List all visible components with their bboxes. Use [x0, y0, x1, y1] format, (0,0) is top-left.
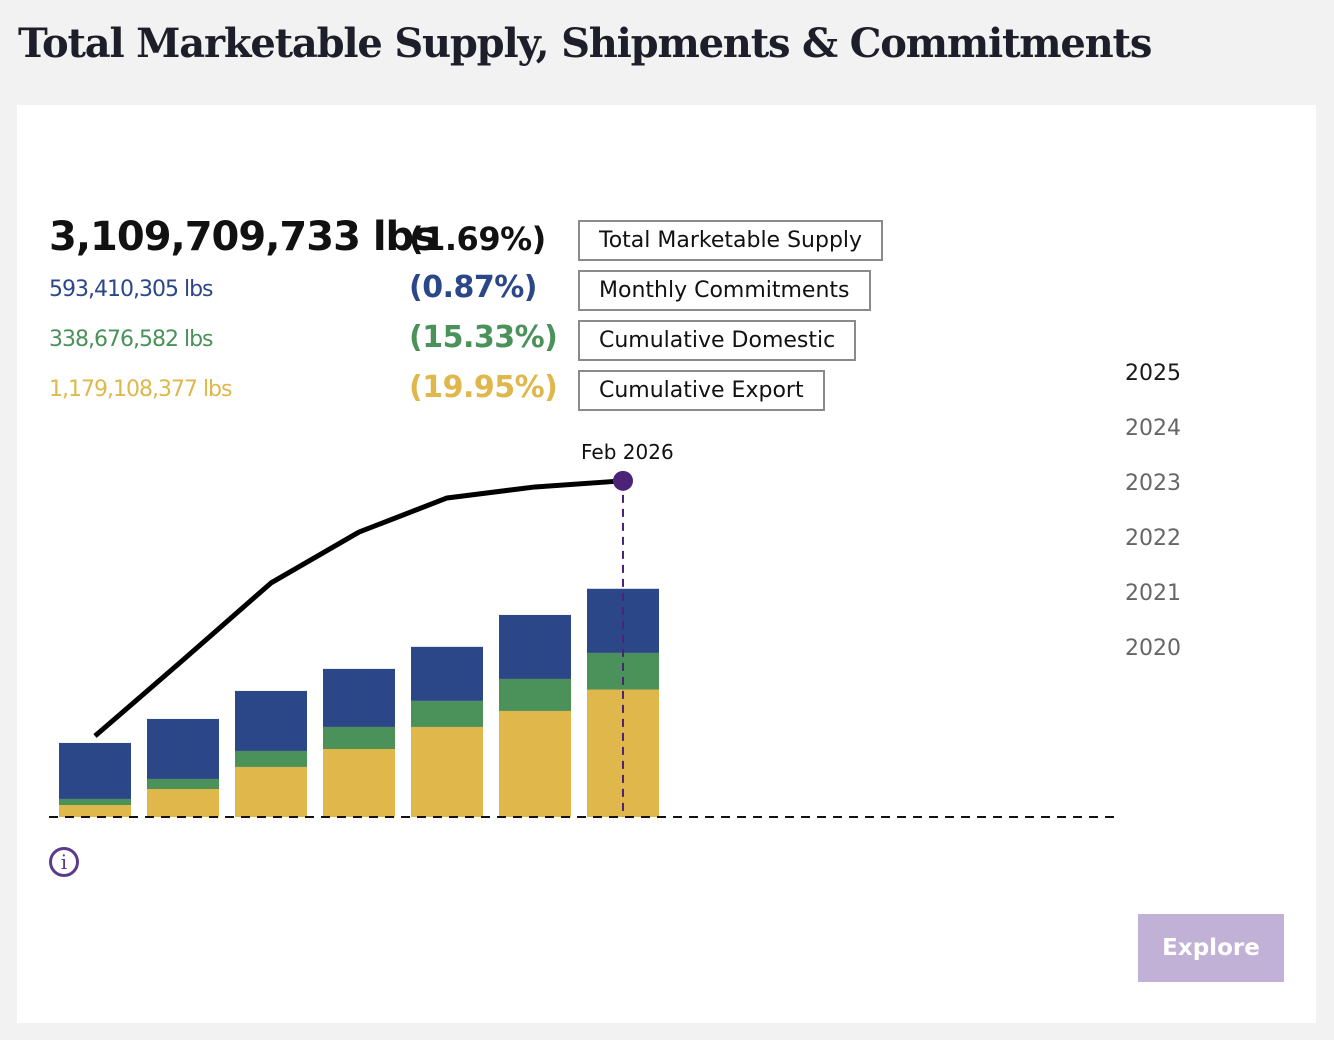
- bar-segment-monthly-commitments: [59, 742, 131, 799]
- monthly-commitments-percent: (0.87%): [409, 270, 538, 305]
- legend-button-total-marketable-supply[interactable]: Total Marketable Supply: [578, 220, 884, 261]
- total-marketable-supply-value: 3,109,709,733 lbs: [49, 214, 437, 260]
- bar-segment-cumulative-export: [411, 726, 483, 817]
- year-option-2023[interactable]: 2023: [1125, 471, 1181, 496]
- page-title: Total Marketable Supply, Shipments & Com…: [18, 20, 1152, 67]
- year-option-2020[interactable]: 2020: [1125, 636, 1181, 661]
- year-option-2025[interactable]: 2025: [1125, 361, 1181, 386]
- total-supply-line: [93, 478, 624, 738]
- bar-segment-cumulative-domestic: [323, 726, 395, 749]
- cumulative-domestic-percent: (15.33%): [409, 320, 558, 355]
- legend-button-monthly-commitments[interactable]: Monthly Commitments: [578, 270, 871, 311]
- bar-segment-cumulative-domestic: [411, 700, 483, 727]
- bar-segment-monthly-commitments: [235, 690, 307, 751]
- explore-button[interactable]: Explore: [1138, 914, 1284, 982]
- cumulative-export-value: 1,179,108,377 lbs: [49, 377, 232, 402]
- monthly-commitments-value: 593,410,305 lbs: [49, 277, 213, 302]
- year-option-2024[interactable]: 2024: [1125, 416, 1181, 441]
- cumulative-domestic-value: 338,676,582 lbs: [49, 327, 213, 352]
- total-marketable-supply-percent: (1.69%): [409, 220, 546, 258]
- bar-segment-cumulative-domestic: [147, 778, 219, 789]
- highlight-label: Feb 2026: [581, 440, 674, 464]
- bar-segment-cumulative-export: [323, 749, 395, 817]
- highlight-point: [613, 470, 633, 491]
- bar-segment-cumulative-domestic: [235, 750, 307, 767]
- bar-segment-monthly-commitments: [499, 614, 571, 679]
- bar-segment-cumulative-domestic: [499, 678, 571, 711]
- bar-segment-cumulative-export: [499, 710, 571, 817]
- legend-button-cumulative-export[interactable]: Cumulative Export: [578, 370, 825, 411]
- cumulative-export-percent: (19.95%): [409, 370, 558, 405]
- legend-button-cumulative-domestic[interactable]: Cumulative Domestic: [578, 320, 857, 361]
- year-option-2021[interactable]: 2021: [1125, 581, 1181, 606]
- bar-segment-monthly-commitments: [323, 668, 395, 727]
- bar-segment-cumulative-export: [235, 766, 307, 817]
- bar-segment-cumulative-domestic: [59, 798, 131, 805]
- info-circle-icon[interactable]: i: [49, 847, 79, 877]
- year-option-2022[interactable]: 2022: [1125, 526, 1181, 551]
- bar-segment-monthly-commitments: [411, 646, 483, 701]
- bar-segment-monthly-commitments: [147, 718, 219, 779]
- bar-segment-cumulative-export: [147, 789, 219, 817]
- bar-segment-cumulative-export: [59, 805, 131, 817]
